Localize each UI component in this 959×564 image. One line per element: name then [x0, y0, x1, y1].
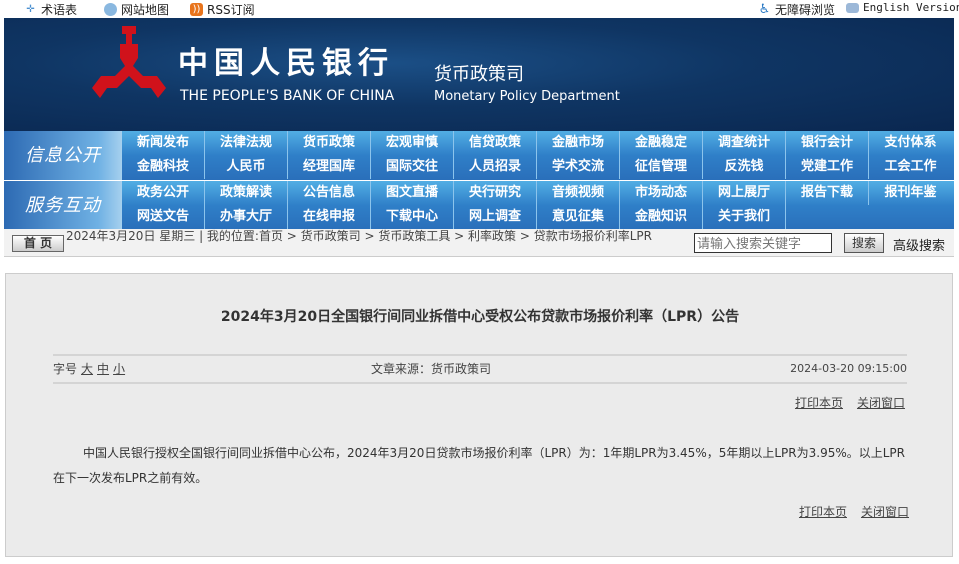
nav-item[interactable]: 公告信息 [288, 181, 371, 205]
nav-item[interactable]: 网上展厅 [703, 181, 786, 205]
nav-item[interactable]: 银行会计 [786, 131, 869, 155]
article-title: 2024年3月20日全国银行间同业拆借中心受权公布贷款市场报价利率（LPR）公告 [220, 309, 740, 325]
nav-item[interactable]: 金融稳定 [620, 131, 703, 155]
nav-item[interactable]: 报刊年鉴 [884, 185, 937, 200]
article-date: 2024-03-20 09:15:00 [790, 362, 907, 375]
font-small-link[interactable]: 小 [113, 362, 126, 376]
info-nav-grid: 新闻发布 法律法规 货币政策 宏观审慎 信贷政策 金融市场 金融稳定 调查统计 银行会计 支付体系… [122, 131, 954, 179]
nav-item[interactable]: 宏观审慎 [371, 131, 454, 155]
info-nav-band: 信息公开 新闻发布 法律法规 货币政策 宏观审慎 信贷政策 金融市场 金融稳定 调查统计 银行会… [4, 131, 954, 180]
nav-item[interactable]: 办事大厅 [205, 205, 288, 229]
pboc-logo [92, 26, 166, 98]
nav-item[interactable]: 政策解读 [205, 181, 288, 205]
service-label: 服务互动 [4, 181, 122, 230]
banner [4, 18, 954, 131]
nav-item[interactable]: 征信管理 [620, 155, 703, 179]
nav-item[interactable]: 央行研究 [454, 181, 537, 205]
english-link[interactable]: English Version [846, 1, 959, 14]
info-label: 信息公开 [4, 131, 122, 180]
accessible-link[interactable]: ♿ 无障碍浏览 [758, 1, 835, 18]
sitemap-link[interactable]: 网站地图 [104, 1, 169, 18]
nav-item[interactable]: 市场动态 [620, 181, 703, 205]
home-button[interactable]: 首 页 [12, 235, 64, 252]
dept-name-cn: 货币政策司 [434, 64, 524, 85]
breadcrumb: 2024年3月20日 星期三 | 我的位置:首页 > 货币政策司 > 货币政策工… [66, 229, 652, 243]
nav-item[interactable]: 支付体系 [884, 135, 937, 150]
article-body: 中国人民银行授权全国银行间同业拆借中心公布，2024年3月20日贷款市场报价利率… [53, 446, 905, 485]
search-button[interactable]: 搜索 [844, 233, 884, 253]
close-window-link[interactable]: 关闭窗口 [856, 396, 905, 410]
crosshair-icon: ✛ [26, 4, 35, 15]
bank-name-en: THE PEOPLE'S BANK OF CHINA [180, 88, 395, 104]
nav-item[interactable]: 金融市场 [537, 131, 620, 155]
nav-item[interactable]: 工会工作 [884, 159, 937, 174]
service-nav-band: 服务互动 政务公开 政策解读 公告信息 图文直播 央行研究 音频视频 市场动态 网上展厅 报告下… [4, 181, 954, 230]
glossary-label: 术语表 [41, 3, 78, 17]
globe-icon [104, 3, 117, 16]
article-meta: 字号大中小 文章来源：货币政策司 2024-03-20 09:15:00 [53, 354, 907, 384]
service-nav-grid: 政务公开 政策解读 公告信息 图文直播 央行研究 音频视频 市场动态 网上展厅 报告下载 报刊年鉴… [122, 181, 954, 229]
nav-item[interactable]: 下载中心 [371, 205, 454, 229]
nav-item[interactable]: 调查统计 [703, 131, 786, 155]
nav-item[interactable]: 货币政策 [288, 131, 371, 155]
nav-item[interactable]: 新闻发布 [122, 131, 205, 155]
font-size-label: 字号 [53, 362, 78, 376]
nav-item[interactable]: 金融科技 [122, 155, 205, 179]
article-content: 中国人民银行授权全国银行间同业拆借中心公布，2024年3月20日贷款市场报价利率… [53, 441, 909, 521]
article-source: 文章来源：货币政策司 [371, 362, 492, 376]
nav-item[interactable]: 国际交往 [371, 155, 454, 179]
glossary-link[interactable]: ✛ 术语表 [24, 1, 77, 18]
close-window-link[interactable]: 关闭窗口 [860, 505, 909, 519]
sitemap-label: 网站地图 [121, 3, 170, 17]
nav-item[interactable]: 信贷政策 [454, 131, 537, 155]
article-actions-bottom: 打印本页 关闭窗口 [53, 503, 909, 521]
search-input[interactable] [694, 233, 832, 253]
rss-link[interactable]: )) RSS订阅 [190, 1, 255, 18]
english-label: English Version [863, 1, 959, 14]
nav-item[interactable]: 人民币 [205, 155, 288, 179]
print-link[interactable]: 打印本页 [798, 505, 847, 519]
nav-item[interactable]: 金融知识 [620, 205, 703, 229]
accessible-label: 无障碍浏览 [775, 3, 836, 17]
nav-item[interactable]: 在线申报 [288, 205, 371, 229]
advanced-search-link[interactable]: 高级搜索 [893, 239, 946, 254]
nav-item[interactable]: 图文直播 [371, 181, 454, 205]
nav-item[interactable]: 音频视频 [537, 181, 620, 205]
article-actions-top: 打印本页 关闭窗口 [781, 394, 905, 412]
nav-item[interactable]: 意见征集 [537, 205, 620, 229]
dept-name-en: Monetary Policy Department [434, 89, 620, 104]
print-link[interactable]: 打印本页 [794, 396, 843, 410]
keyboard-icon [846, 2, 859, 13]
nav-item[interactable]: 法律法规 [205, 131, 288, 155]
top-bar: ✛ 术语表 网站地图 )) RSS订阅 ♿ 无障碍浏览 English Version [0, 0, 959, 18]
nav-item[interactable]: 报告下载 [786, 181, 869, 205]
nav-item[interactable]: 反洗钱 [703, 155, 786, 179]
nav-item[interactable]: 学术交流 [537, 155, 620, 179]
rss-icon: )) [190, 3, 203, 16]
bank-name-cn: 中国人民银行 [178, 46, 394, 81]
rss-label: RSS订阅 [207, 3, 255, 17]
breadcrumb-bar: 首 页 2024年3月20日 星期三 | 我的位置:首页 > 货币政策司 > 货… [4, 229, 954, 257]
nav-item[interactable]: 网上调查 [454, 205, 537, 229]
nav-item[interactable]: 政务公开 [122, 181, 205, 205]
nav-item[interactable]: 经理国库 [288, 155, 371, 179]
nav-item[interactable]: 关于我们 [703, 205, 786, 229]
nav-item[interactable]: 网送文告 [122, 205, 205, 229]
nav-item[interactable]: 人员招录 [454, 155, 537, 179]
font-medium-link[interactable]: 中 [97, 362, 110, 376]
font-large-link[interactable]: 大 [81, 362, 94, 376]
article-container: 2024年3月20日全国银行间同业拆借中心受权公布贷款市场报价利率（LPR）公告… [5, 273, 953, 557]
wheelchair-icon: ♿ [758, 2, 771, 17]
nav-item[interactable]: 党建工作 [786, 155, 869, 179]
